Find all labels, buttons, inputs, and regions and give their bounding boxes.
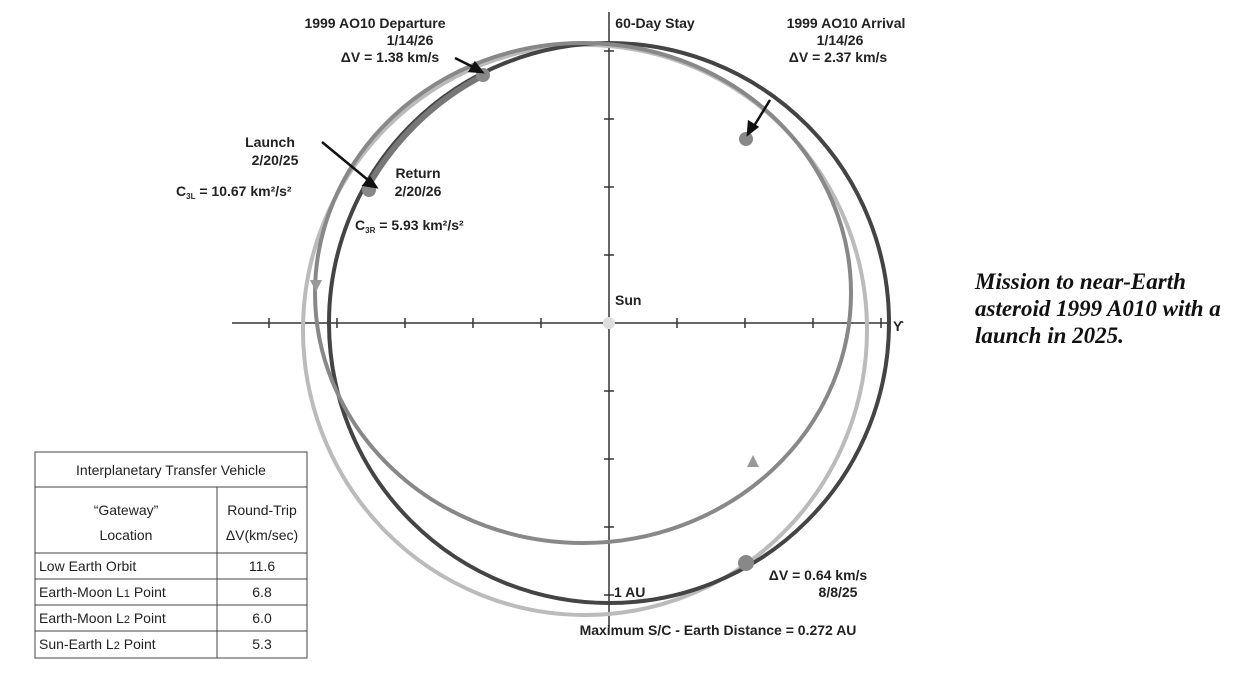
label: ΔV = 2.37 km/s bbox=[789, 49, 888, 65]
row-label-part: 1 bbox=[124, 588, 130, 600]
table-title: Interplanetary Transfer Vehicle bbox=[76, 462, 266, 478]
row-label-part: 2 bbox=[124, 614, 130, 626]
row-label: Earth-Moon L1 Point bbox=[39, 584, 166, 600]
label: 1/14/26 bbox=[817, 32, 864, 48]
table-text: Interplanetary Transfer Vehicle “Gateway… bbox=[39, 462, 298, 652]
row-value: 11.6 bbox=[249, 558, 275, 574]
label: 60-Day Stay bbox=[615, 15, 695, 31]
row-value: 6.0 bbox=[252, 610, 272, 626]
transfer-orbit bbox=[301, 43, 869, 617]
label: 8/8/25 bbox=[819, 584, 858, 600]
label: Launch bbox=[245, 134, 295, 150]
points bbox=[362, 68, 754, 571]
row-label: Earth-Moon L2 Point bbox=[39, 610, 166, 626]
label: Sun bbox=[615, 292, 641, 308]
ticks bbox=[268, 50, 882, 596]
row-label: Sun-Earth L2 Point bbox=[39, 636, 156, 652]
caption: Mission to near-Earth asteroid 1999 A010… bbox=[975, 269, 1221, 348]
label: Return bbox=[395, 165, 440, 181]
diagram: 60-Day Stay 1999 AO10 Departure 1/14/26 … bbox=[34, 12, 906, 659]
label: C3R = 5.93 km²/s² bbox=[355, 217, 464, 235]
table-header: Location bbox=[100, 527, 153, 543]
label: Maximum S/C - Earth Distance = 0.272 AU bbox=[580, 622, 857, 638]
row-value: 6.8 bbox=[252, 584, 272, 600]
row-label-part: Point bbox=[130, 610, 166, 626]
row-label: Low Earth Orbit bbox=[39, 558, 136, 574]
row-label-part: Earth-Moon L bbox=[39, 610, 124, 626]
label: 1999 AO10 Departure bbox=[304, 15, 445, 31]
outbound-leg bbox=[363, 72, 486, 192]
label: 2/20/26 bbox=[395, 183, 442, 199]
label: ΔV = 0.64 km/s bbox=[769, 567, 868, 583]
label: ΔV = 1.38 km/s bbox=[341, 49, 440, 65]
table-header: Round-Trip bbox=[227, 502, 297, 518]
row-label-part: Low Earth Orbit bbox=[39, 558, 136, 574]
table bbox=[34, 451, 308, 659]
vernal-symbol: ϒ bbox=[893, 318, 904, 334]
label: 1 AU bbox=[614, 584, 645, 600]
label: 1/14/26 bbox=[387, 32, 434, 48]
row-label-part: Sun-Earth L bbox=[39, 636, 114, 652]
pointers bbox=[321, 56, 772, 189]
direction-arrows bbox=[310, 280, 759, 467]
row-label-part: 2 bbox=[114, 640, 120, 652]
label: 2/20/25 bbox=[252, 152, 299, 168]
row-label-part: Earth-Moon L bbox=[39, 584, 124, 600]
table-header: “Gateway” bbox=[94, 502, 159, 518]
row-label-part: Point bbox=[130, 584, 166, 600]
label: 1999 AO10 Arrival bbox=[787, 15, 906, 31]
row-value: 5.3 bbox=[252, 636, 272, 652]
label: C3L = 10.67 km²/s² bbox=[176, 183, 292, 201]
asteroid-orbit bbox=[313, 41, 853, 545]
table-header: ΔV(km/sec) bbox=[226, 527, 298, 543]
row-label-part: Point bbox=[120, 636, 156, 652]
